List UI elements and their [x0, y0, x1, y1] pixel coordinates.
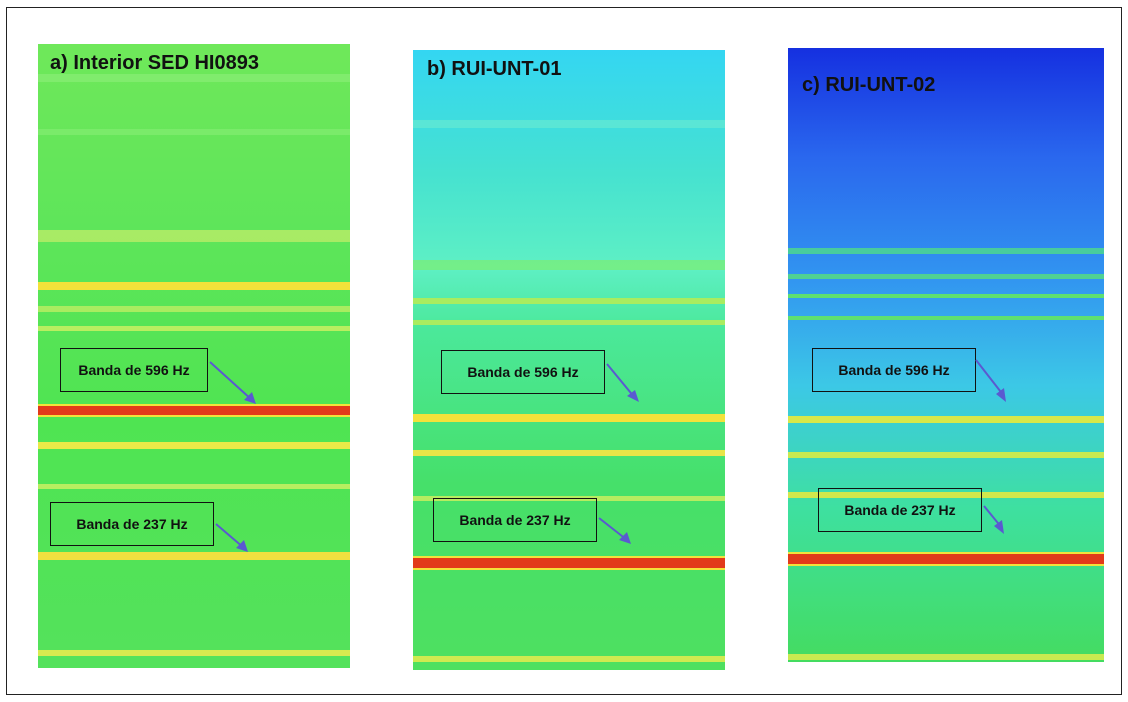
band-label-596: Banda de 596 Hz	[60, 348, 208, 392]
arrow-596-icon	[975, 359, 1006, 402]
spectrogram-panel-a: a) Interior SED HI0893 Banda de 596 Hz B…	[38, 44, 350, 668]
band-label-596: Banda de 596 Hz	[812, 348, 976, 392]
spectrogram-panel-b: b) RUI-UNT-01 Banda de 596 Hz Banda de 2…	[413, 50, 725, 670]
panel-title: a) Interior SED HI0893	[50, 52, 259, 74]
arrow-596-icon	[209, 361, 256, 404]
band-label-237: Banda de 237 Hz	[818, 488, 982, 532]
figure-frame: a) Interior SED HI0893 Banda de 596 Hz B…	[6, 7, 1122, 695]
spectrogram-panel-c: c) RUI-UNT-02 Banda de 596 Hz Banda de 2…	[788, 48, 1104, 662]
band-label-237: Banda de 237 Hz	[433, 498, 597, 542]
spectrogram-image-c	[788, 48, 1104, 662]
panel-title: b) RUI-UNT-01	[427, 58, 562, 80]
panel-title: c) RUI-UNT-02	[802, 74, 936, 96]
arrow-596-icon	[606, 363, 639, 402]
band-label-596: Banda de 596 Hz	[441, 350, 605, 394]
arrow-237-icon	[215, 523, 248, 552]
arrow-237-icon	[598, 517, 631, 544]
arrow-237-icon	[983, 505, 1004, 534]
spectrogram-image-a	[38, 44, 350, 668]
band-label-237: Banda de 237 Hz	[50, 502, 214, 546]
